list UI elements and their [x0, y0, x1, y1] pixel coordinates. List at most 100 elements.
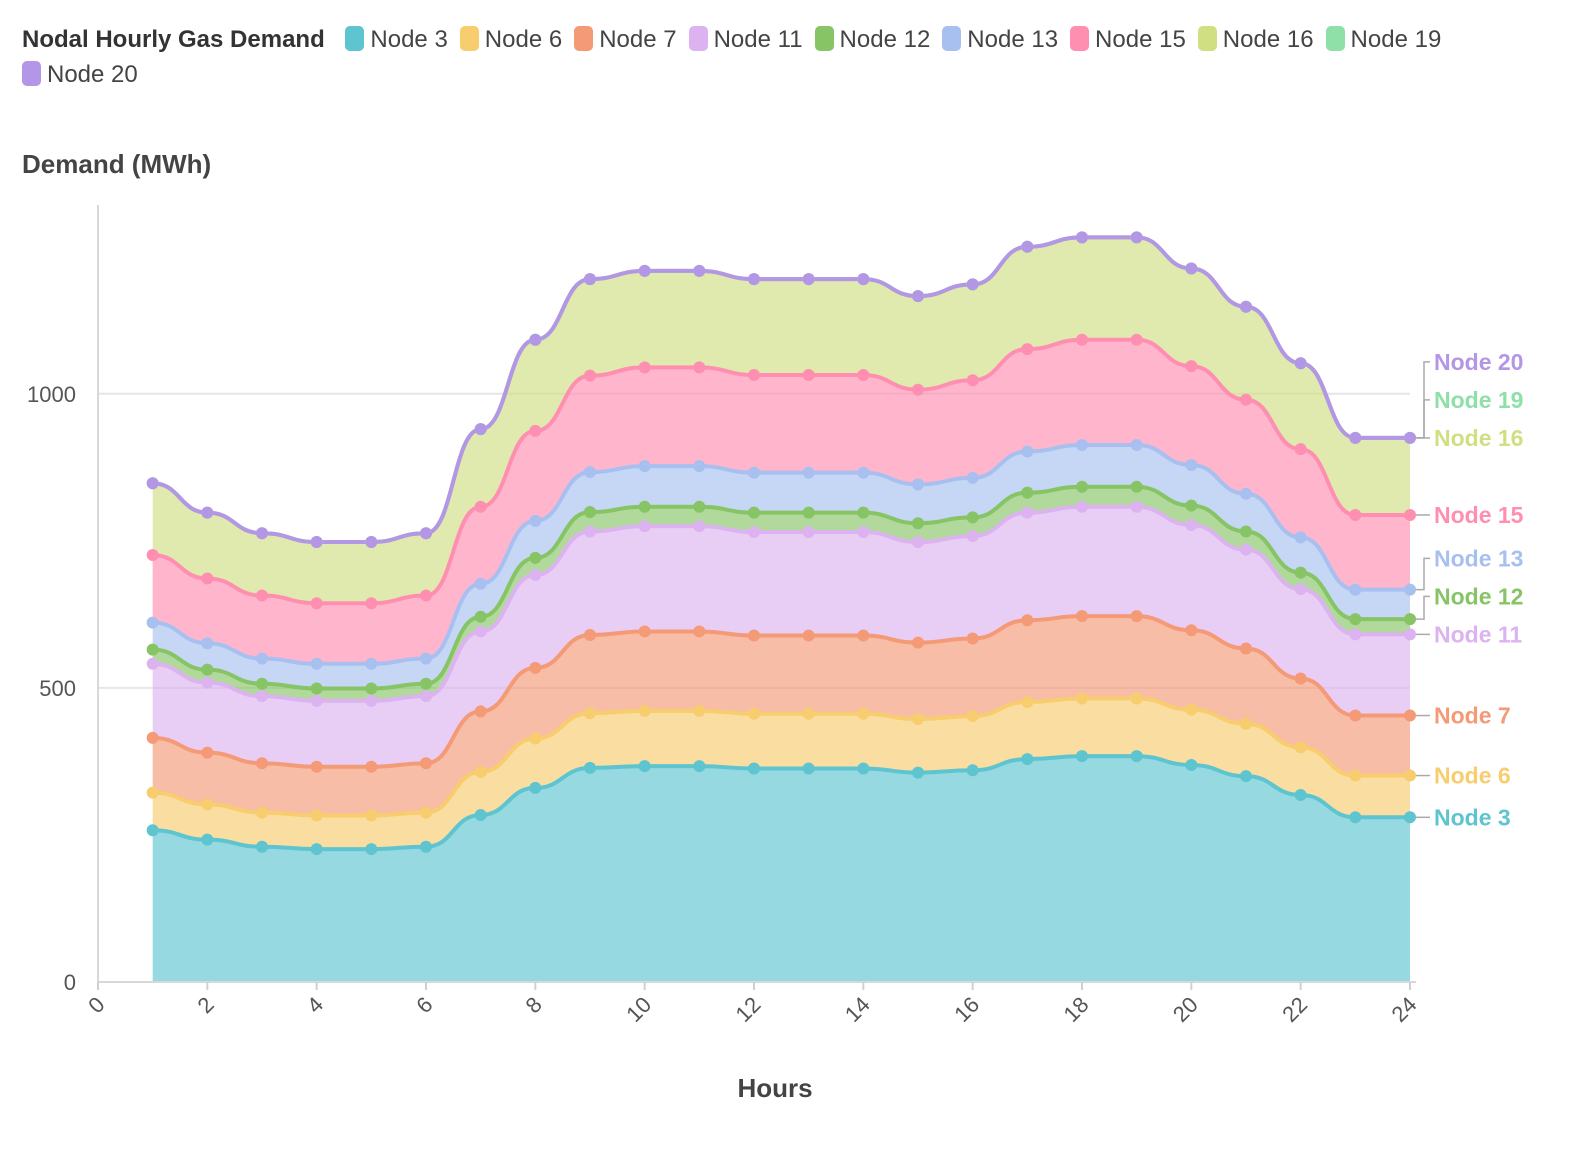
point-node-11[interactable]	[310, 694, 323, 707]
point-node-12[interactable]	[1076, 480, 1088, 493]
point-node-3[interactable]	[584, 761, 596, 774]
legend-item-node-6[interactable]: Node 6	[459, 22, 562, 57]
point-node-3[interactable]	[802, 762, 815, 775]
area-node-13[interactable]	[152, 444, 1411, 689]
point-node-13[interactable]	[1349, 583, 1362, 596]
point-node-3[interactable]	[1294, 788, 1307, 801]
point-node-3[interactable]	[365, 843, 378, 856]
point-node-7[interactable]	[474, 705, 487, 718]
point-node-7[interactable]	[310, 760, 323, 773]
point-node-6[interactable]	[1349, 769, 1362, 782]
point-node-15[interactable]	[1404, 508, 1416, 521]
point-node-7[interactable]	[1404, 709, 1416, 722]
point-node-15[interactable]	[966, 374, 979, 387]
area-node-7[interactable]	[152, 616, 1411, 816]
point-node-20[interactable]	[638, 264, 651, 277]
area-node-3[interactable]	[152, 756, 1411, 982]
point-node-12[interactable]	[966, 511, 979, 524]
point-node-20[interactable]	[146, 477, 159, 490]
point-node-13[interactable]	[966, 471, 979, 484]
point-node-6[interactable]	[365, 809, 378, 822]
point-node-12[interactable]	[1240, 525, 1252, 538]
point-node-3[interactable]	[966, 764, 979, 777]
point-node-6[interactable]	[1130, 692, 1143, 705]
point-node-3[interactable]	[638, 760, 651, 773]
point-node-6[interactable]	[474, 766, 487, 779]
point-node-7[interactable]	[802, 629, 815, 642]
point-node-13[interactable]	[748, 466, 760, 479]
area-node-12[interactable]	[152, 486, 1411, 701]
point-node-15[interactable]	[857, 368, 870, 381]
point-node-7[interactable]	[1349, 709, 1362, 722]
point-node-13[interactable]	[1021, 445, 1034, 458]
point-node-11[interactable]	[802, 526, 815, 539]
point-node-12[interactable]	[1021, 486, 1034, 499]
point-node-3[interactable]	[1021, 753, 1034, 766]
point-node-15[interactable]	[1130, 333, 1143, 346]
point-node-6[interactable]	[1404, 769, 1416, 782]
point-node-12[interactable]	[365, 682, 378, 695]
point-node-13[interactable]	[146, 616, 159, 629]
point-node-3[interactable]	[201, 833, 214, 846]
point-node-20[interactable]	[1185, 262, 1198, 275]
point-node-6[interactable]	[529, 732, 542, 745]
area-node-6[interactable]	[152, 698, 1411, 850]
legend-item-node-16[interactable]: Node 16	[1197, 22, 1314, 57]
point-node-7[interactable]	[693, 625, 706, 638]
point-node-3[interactable]	[912, 766, 924, 779]
point-node-12[interactable]	[420, 677, 432, 690]
point-node-13[interactable]	[912, 478, 924, 491]
point-node-13[interactable]	[365, 657, 378, 670]
point-node-15[interactable]	[256, 589, 268, 602]
point-node-12[interactable]	[1130, 480, 1143, 493]
point-node-11[interactable]	[146, 657, 159, 670]
point-node-6[interactable]	[310, 809, 323, 822]
point-node-15[interactable]	[912, 383, 924, 396]
legend-item-node-11[interactable]: Node 11	[688, 22, 803, 57]
point-node-11[interactable]	[1404, 628, 1416, 641]
point-node-15[interactable]	[748, 368, 760, 381]
point-node-12[interactable]	[912, 517, 924, 530]
point-node-20[interactable]	[420, 527, 432, 540]
point-node-6[interactable]	[1240, 717, 1252, 730]
point-node-7[interactable]	[748, 629, 760, 642]
point-node-13[interactable]	[1240, 487, 1252, 500]
area-node-16[interactable]	[152, 237, 1411, 604]
legend-item-node-19[interactable]: Node 19	[1325, 22, 1441, 57]
point-node-20[interactable]	[1404, 431, 1416, 444]
point-node-20[interactable]	[1130, 231, 1143, 244]
legend-item-node-15[interactable]: Node 15	[1070, 22, 1186, 57]
point-node-12[interactable]	[584, 506, 596, 519]
point-node-7[interactable]	[1021, 614, 1034, 627]
point-node-7[interactable]	[1076, 610, 1088, 623]
point-node-6[interactable]	[1294, 741, 1307, 754]
point-node-11[interactable]	[912, 536, 924, 549]
point-node-6[interactable]	[420, 806, 432, 819]
legend-item-node-3[interactable]: Node 3	[345, 22, 448, 57]
point-node-11[interactable]	[529, 568, 542, 581]
point-node-15[interactable]	[529, 424, 542, 437]
point-node-13[interactable]	[256, 652, 268, 665]
point-node-11[interactable]	[1076, 500, 1088, 513]
point-node-11[interactable]	[1021, 506, 1034, 519]
point-node-20[interactable]	[529, 333, 542, 346]
point-node-3[interactable]	[857, 762, 870, 775]
point-node-13[interactable]	[201, 637, 214, 650]
point-node-11[interactable]	[693, 520, 706, 533]
point-node-20[interactable]	[912, 290, 924, 303]
point-node-13[interactable]	[310, 657, 323, 670]
point-node-3[interactable]	[474, 808, 487, 821]
point-node-15[interactable]	[365, 597, 378, 610]
point-node-15[interactable]	[584, 369, 596, 382]
point-node-20[interactable]	[201, 506, 214, 519]
point-node-15[interactable]	[201, 572, 214, 585]
point-node-13[interactable]	[1076, 438, 1088, 451]
point-node-20[interactable]	[693, 264, 706, 277]
point-node-7[interactable]	[1240, 642, 1252, 655]
point-node-11[interactable]	[1240, 543, 1252, 556]
point-node-6[interactable]	[638, 704, 651, 717]
point-node-20[interactable]	[1021, 240, 1034, 253]
point-node-20[interactable]	[1349, 431, 1362, 444]
point-node-20[interactable]	[584, 273, 596, 286]
point-node-20[interactable]	[1240, 300, 1252, 313]
